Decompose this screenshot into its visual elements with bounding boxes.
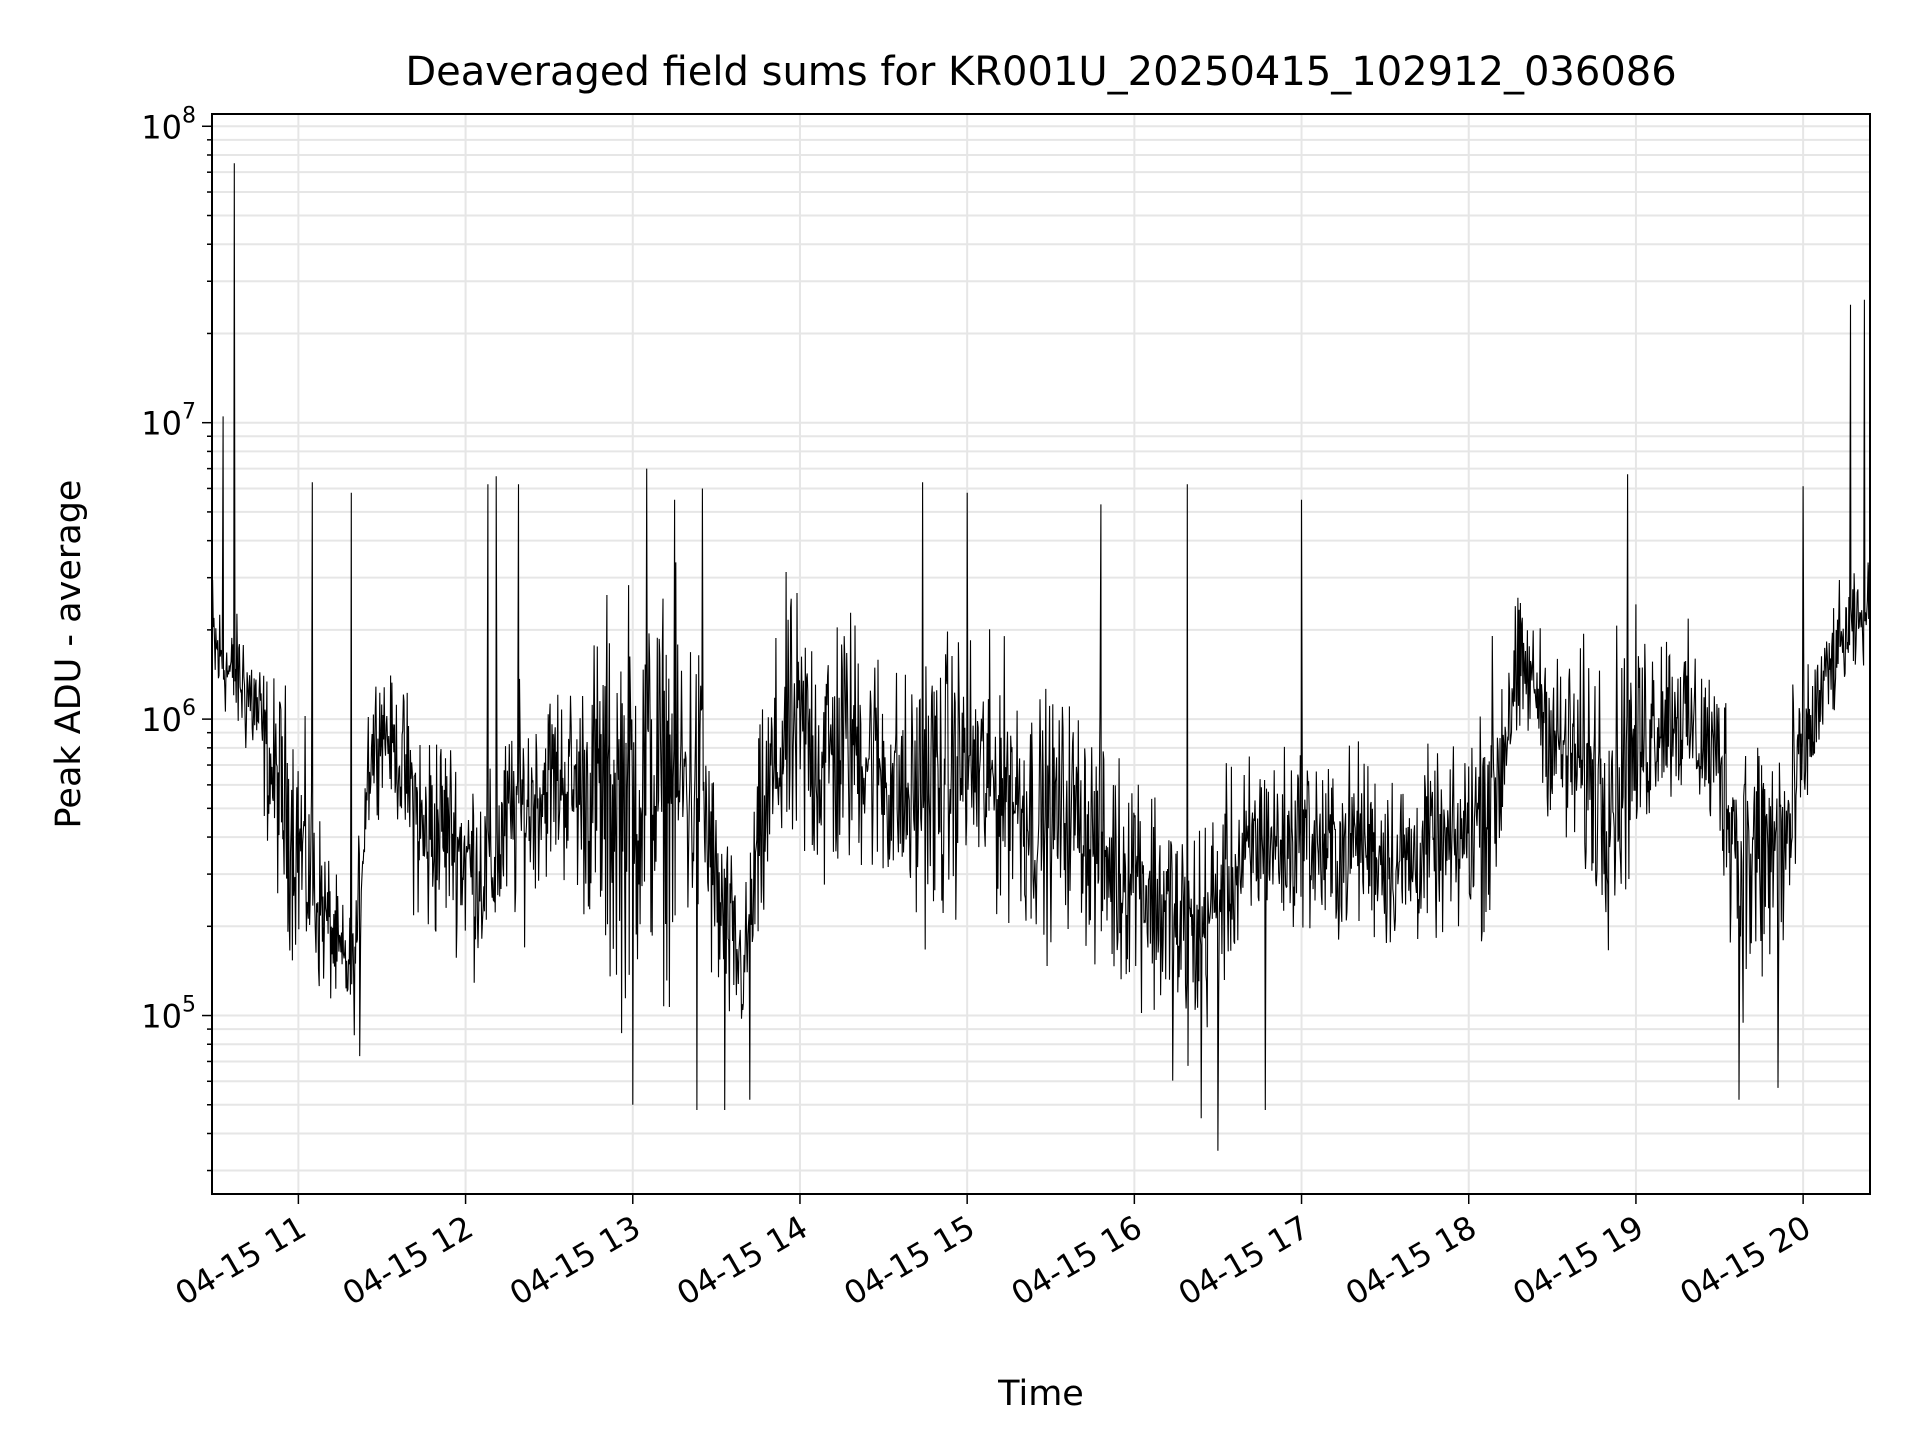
y-tick-label: 107 (141, 400, 196, 443)
series-path (211, 163, 1871, 1151)
y-tick-label: 105 (141, 993, 196, 1036)
y-axis-label: Peak ADU - average (49, 480, 89, 829)
x-axis-label: Time (997, 1374, 1084, 1414)
y-tick-label: 108 (141, 103, 196, 146)
series-line (211, 163, 1871, 1151)
y-tick-label: 106 (141, 696, 196, 739)
chart-title: Deaveraged field sums for KR001U_2025041… (405, 49, 1676, 95)
plot-frame (211, 113, 1871, 1195)
